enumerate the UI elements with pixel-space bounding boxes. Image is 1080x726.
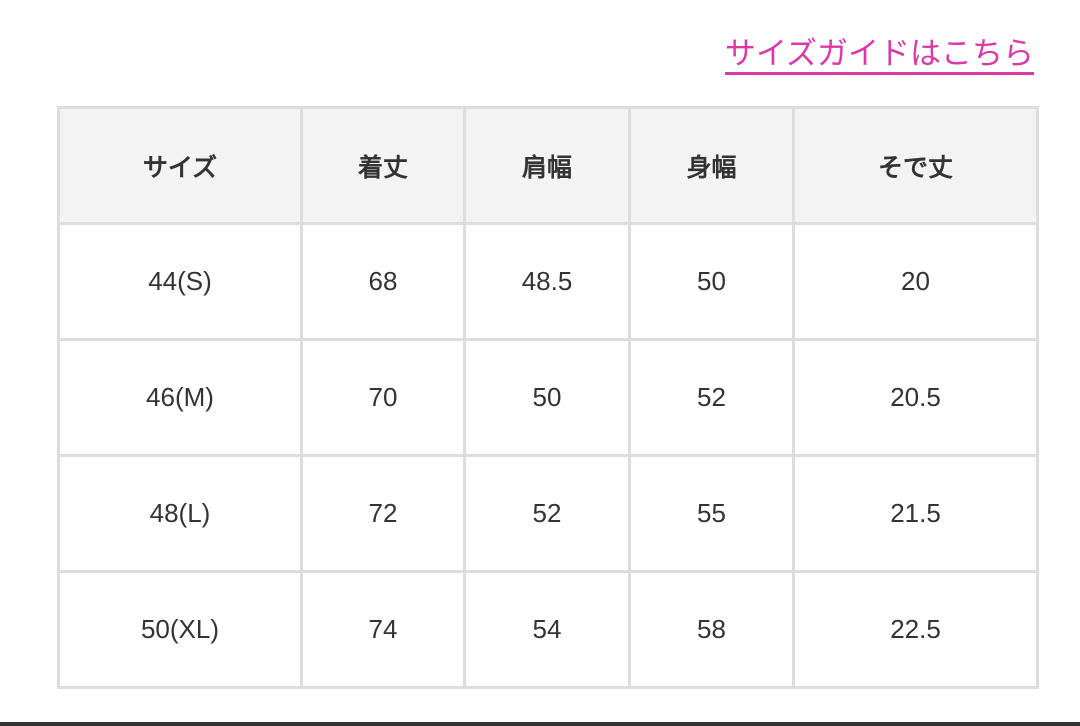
cell-shoulder: 50 <box>463 338 631 457</box>
cell-sleeve: 20 <box>792 222 1039 341</box>
cell-width: 52 <box>628 338 795 457</box>
cell-sleeve: 20.5 <box>792 338 1039 457</box>
cell-length: 68 <box>300 222 466 341</box>
header-sleeve: そで丈 <box>792 106 1039 225</box>
cell-shoulder: 52 <box>463 454 631 573</box>
cell-sleeve: 22.5 <box>792 570 1039 689</box>
table-row: 50(XL) 74 54 58 22.5 <box>57 570 1039 689</box>
header-shoulder: 肩幅 <box>463 106 631 225</box>
table-header-row: サイズ 着丈 肩幅 身幅 そで丈 <box>57 106 1039 225</box>
size-guide-link[interactable]: サイズガイドはこちら <box>724 36 1034 75</box>
header-size: サイズ <box>57 106 303 225</box>
cell-length: 72 <box>300 454 466 573</box>
cell-sleeve: 21.5 <box>792 454 1039 573</box>
table-row: 44(S) 68 48.5 50 20 <box>57 222 1039 341</box>
cell-size: 44(S) <box>57 222 303 341</box>
cell-width: 50 <box>628 222 795 341</box>
header-width: 身幅 <box>628 106 795 225</box>
cell-length: 70 <box>300 338 466 457</box>
cell-size: 46(M) <box>57 338 303 457</box>
table-row: 48(L) 72 52 55 21.5 <box>57 454 1039 573</box>
cell-shoulder: 54 <box>463 570 631 689</box>
cell-size: 50(XL) <box>57 570 303 689</box>
size-table: サイズ 着丈 肩幅 身幅 そで丈 44(S) 68 48.5 50 20 46(… <box>57 106 1039 689</box>
cell-shoulder: 48.5 <box>463 222 631 341</box>
cell-size: 48(L) <box>57 454 303 573</box>
header-length: 着丈 <box>300 106 466 225</box>
bottom-divider <box>0 722 1080 726</box>
table-row: 46(M) 70 50 52 20.5 <box>57 338 1039 457</box>
cell-width: 58 <box>628 570 795 689</box>
cell-width: 55 <box>628 454 795 573</box>
cell-length: 74 <box>300 570 466 689</box>
